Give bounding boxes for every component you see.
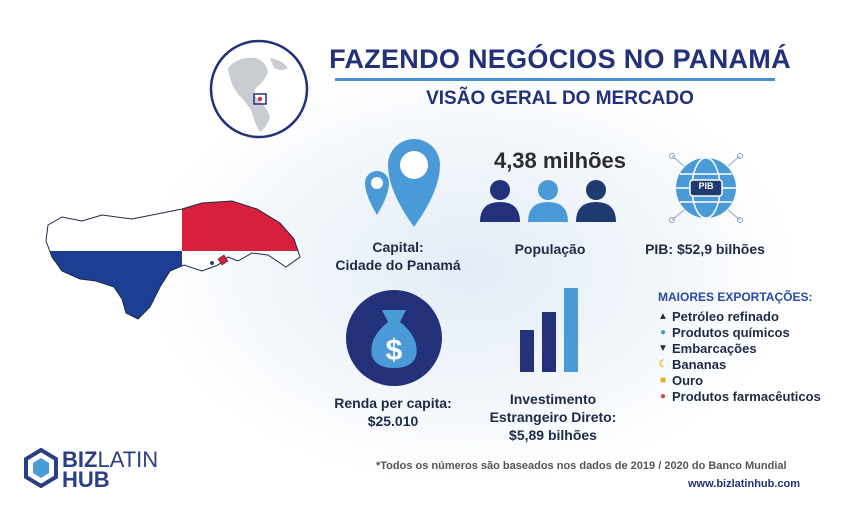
biz-latin-hub-logo-icon: [24, 448, 58, 488]
list-item: ■ Ouro: [654, 372, 821, 388]
title-underline: [335, 78, 775, 81]
banana-icon: ☾: [658, 358, 668, 370]
globe-map-icon: [209, 39, 309, 139]
oil-pump-icon: ▲: [658, 310, 668, 322]
logo-text[interactable]: BIZLATIN HUB: [62, 447, 159, 492]
footnote: *Todos os números são baseados nos dados…: [376, 460, 787, 472]
bar-chart-icon: [520, 288, 578, 372]
globe-icon: [669, 153, 743, 223]
income-label: Renda per capita:: [334, 395, 452, 411]
fdi-label-line1: Investimento: [509, 391, 597, 407]
list-item: ☾ Bananas: [654, 356, 821, 372]
capital-value: Cidade do Panamá: [335, 257, 461, 273]
pill-icon: ●: [659, 390, 667, 402]
exports-list: ▲ Petróleo refinado ● Produtos químicos ▼ E…: [654, 308, 821, 404]
page-title: FAZENDO NEGÓCIOS NO PANAMÁ: [329, 44, 791, 74]
logo-biz: BIZ: [62, 447, 98, 472]
money-bag-icon: $: [346, 290, 442, 386]
logo-hub: HUB: [62, 467, 110, 492]
ship-icon: ▼: [658, 342, 668, 354]
list-item: ▼ Embarcações: [654, 340, 821, 356]
website-link[interactable]: www.bizlatinhub.com: [688, 478, 801, 490]
flask-icon: ●: [659, 326, 667, 338]
gold-icon: ■: [659, 374, 667, 386]
people-icon: [480, 180, 616, 222]
fdi-label-line2: Estrangeiro Direto:: [489, 409, 617, 425]
svg-text:$: $: [386, 334, 403, 367]
map-pin-icon: [365, 139, 440, 227]
page-subtitle: VISÃO GERAL DO MERCADO: [426, 88, 694, 109]
population-value: 4,38 milhões: [493, 148, 627, 173]
list-item: ● Produtos químicos: [654, 324, 821, 340]
income-value: $25.010: [367, 413, 419, 429]
gdp-label: PIB: $52,9 bilhões: [645, 241, 765, 257]
fdi-value: $5,89 bilhões: [509, 427, 597, 443]
gdp-badge: PIB: [698, 181, 714, 191]
list-item: ● Produtos farmacêuticos: [654, 388, 821, 404]
list-item: ▲ Petróleo refinado: [654, 308, 821, 324]
logo-latin: LATIN: [97, 447, 159, 472]
population-label: População: [514, 241, 586, 257]
capital-label: Capital:: [372, 239, 424, 255]
panama-flag-map: [45, 200, 301, 320]
exports-title: MAIORES EXPORTAÇÕES:: [658, 290, 813, 304]
